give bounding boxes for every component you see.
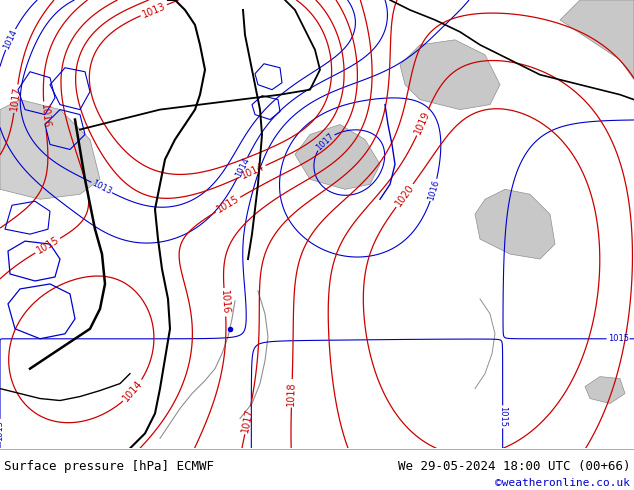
Text: 1016: 1016 — [427, 178, 441, 201]
Text: 1019: 1019 — [413, 109, 432, 136]
Text: 1016: 1016 — [39, 103, 51, 128]
Polygon shape — [585, 377, 625, 404]
Text: Surface pressure [hPa] ECMWF: Surface pressure [hPa] ECMWF — [4, 460, 214, 473]
Polygon shape — [400, 40, 500, 110]
Text: 1015: 1015 — [0, 420, 4, 441]
Text: 1015: 1015 — [34, 235, 61, 256]
Text: 1017: 1017 — [240, 407, 256, 433]
Text: 1014: 1014 — [121, 378, 145, 404]
Text: 1020: 1020 — [393, 183, 416, 208]
Polygon shape — [560, 0, 634, 80]
Polygon shape — [475, 189, 555, 259]
Text: 1014: 1014 — [234, 156, 251, 179]
Text: 1015: 1015 — [498, 406, 507, 427]
Text: 1013: 1013 — [90, 179, 113, 196]
Text: 1015: 1015 — [607, 334, 628, 343]
Text: 1016: 1016 — [219, 290, 231, 315]
Text: 1017: 1017 — [314, 131, 336, 152]
Polygon shape — [0, 99, 100, 199]
Text: 1013: 1013 — [141, 1, 167, 20]
Text: ©weatheronline.co.uk: ©weatheronline.co.uk — [495, 478, 630, 488]
Polygon shape — [295, 124, 380, 189]
Text: 1017: 1017 — [10, 86, 23, 112]
Text: 1018: 1018 — [287, 381, 297, 406]
Text: We 29-05-2024 18:00 UTC (00+66): We 29-05-2024 18:00 UTC (00+66) — [398, 460, 630, 473]
Text: 1015: 1015 — [215, 194, 241, 215]
Text: 1014: 1014 — [240, 162, 266, 181]
Text: 1014: 1014 — [2, 28, 19, 51]
